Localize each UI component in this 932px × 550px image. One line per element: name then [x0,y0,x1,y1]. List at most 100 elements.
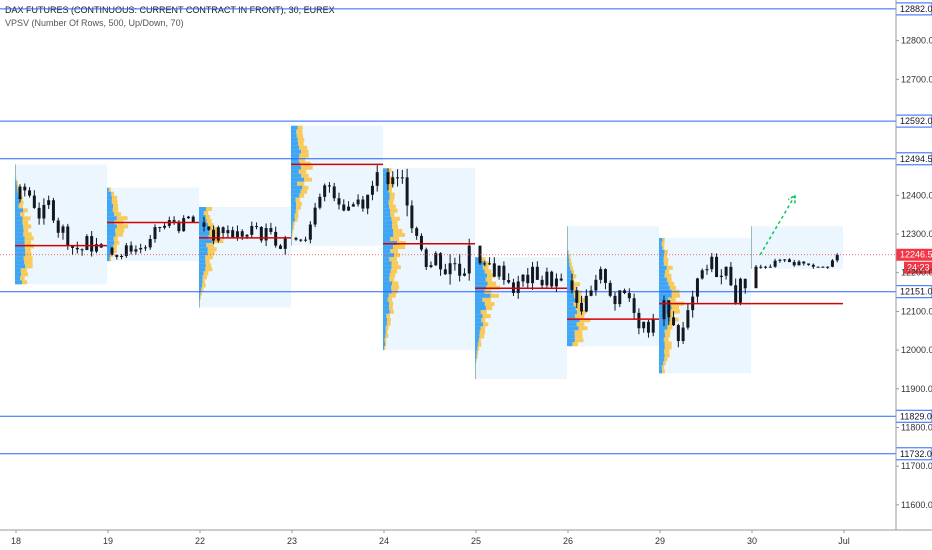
profile-bar-down [113,244,117,249]
profile-bar-down [116,216,128,221]
profile-bar-down [391,224,399,229]
profile-bar-down [392,220,398,225]
profile-bar-down [296,129,303,134]
candle-body [85,236,89,251]
profile-bar-down [664,349,670,354]
candle-body [608,282,612,296]
profile-bar-up [475,338,479,343]
price-tick-label: 11700.0 [901,461,932,471]
candle-body [580,302,584,312]
candle-body [768,266,772,268]
profile-bar-up [475,375,476,380]
profile-bar-up [475,265,483,270]
profile-bar-down [568,250,570,255]
profile-bar-up [291,133,297,138]
profile-bar-down [568,254,571,259]
profile-bar-down [292,225,295,230]
profile-bar-down [669,285,676,290]
candle-body [811,264,815,267]
profile-bar-up [15,216,23,221]
profile-bar-up [383,342,386,347]
profile-bar-down [301,149,309,154]
profile-bar-up [291,205,297,210]
profile-bar-down [208,223,214,228]
indicator-legend[interactable]: VPSV (Number Of Rows, 500, Up/Down, 70) [5,18,184,28]
profile-bar-down [476,354,478,359]
profile-bar-up [291,209,296,214]
profile-bar-down [389,204,396,209]
profile-bar-up [567,230,568,235]
profile-bar-down [576,322,585,327]
profile-bar-down [485,277,492,282]
profile-bar-down [385,342,387,347]
profile-bar-down [571,270,575,275]
candle-body [797,261,801,266]
candle-body [773,260,777,267]
profile-bar-up [383,346,385,351]
candle-body [342,204,346,211]
profile-bar-up [475,342,478,347]
profile-bar-up [199,215,206,220]
profile-bar-up [383,192,390,197]
profile-bar-down [388,200,394,205]
profile-bar-down [389,196,395,201]
price-tick-label: 12000.0 [901,345,932,355]
profile-bar-down [389,301,394,306]
profile-bar-up [107,240,115,245]
candle-body [715,256,719,278]
profile-bar-down [304,177,313,182]
profile-bar-down [205,255,213,260]
profile-bar-down [666,265,673,270]
candle-body [575,290,579,303]
candle-body [75,247,79,250]
profile-bar-up [383,188,389,193]
candle-body [802,261,806,264]
candle-body [231,230,235,238]
profile-bar-up [475,269,485,274]
profile-bar-down [663,361,666,366]
profile-bar-up [659,361,664,366]
profile-bar-down [388,305,393,310]
profile-bar-down [296,205,301,210]
profile-bar-up [567,294,574,299]
profile-bar-up [567,306,576,311]
candle-body [415,228,419,236]
candle-body [32,195,36,208]
candle-body [550,271,554,287]
profile-bar-down [114,212,121,217]
profile-bar-up [567,238,568,243]
candle-body [662,300,666,320]
candle-body [448,263,452,275]
candle-body [71,245,75,248]
profile-bar-down [478,338,481,343]
level-label: 12882.0 [900,4,932,14]
profile-bar-up [199,206,207,211]
profile-bar-down [296,133,304,138]
candle-body [396,177,400,179]
profile-bar-up [291,145,299,150]
profile-bar-up [199,219,207,224]
profile-bar-up [659,249,665,254]
candle-body [299,239,303,241]
profile-bar-up [107,191,112,196]
profile-bar-up [291,229,293,234]
profile-bar-up [383,212,391,217]
candle-body [226,230,230,234]
candle-body [405,177,409,206]
profile-bar-up [567,314,575,319]
time-tick-label: 22 [195,536,205,546]
candle-body [492,263,496,277]
candle-body [318,196,322,208]
profile-bar-down [572,342,578,347]
profile-bar-up [199,271,204,276]
profile-bar-up [383,220,393,225]
profile-bar-down [384,346,386,351]
profile-bar-up [659,341,665,346]
profile-bar-down [487,273,496,278]
candle-body [502,265,506,281]
candle-body [66,226,70,246]
candle-body [308,224,312,240]
profile-bar-up [475,281,488,286]
profile-bar-down [663,253,668,258]
